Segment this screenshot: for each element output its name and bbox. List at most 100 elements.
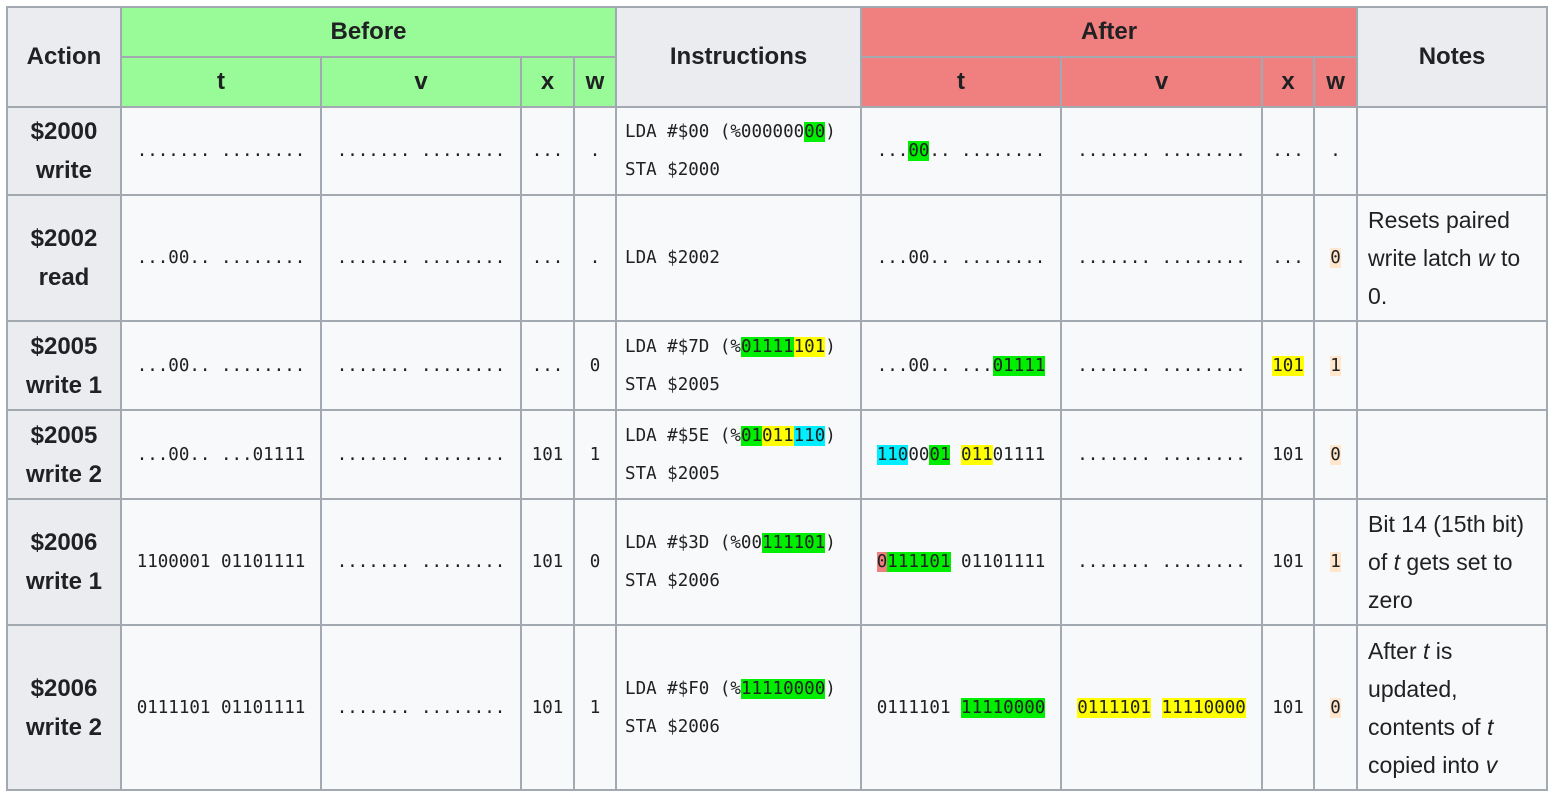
instructions-cell: LDA #$00 (%00000000) STA $2000 xyxy=(615,106,863,196)
highlighted-bits: 111101 xyxy=(887,552,951,572)
instruction-line: STA $2006 xyxy=(625,708,860,746)
text-segment: 101 xyxy=(531,552,564,572)
variable-name: t xyxy=(1423,637,1430,664)
after-w-cell: 0 xyxy=(1313,624,1359,791)
after-v-cell: ....... ........ xyxy=(1060,194,1264,322)
text-segment: LDA #$3D (%00 xyxy=(625,533,762,553)
action-label: write 2 xyxy=(25,713,103,741)
highlighted-bits: 01111 xyxy=(740,336,794,357)
before-x-cell: 101 xyxy=(520,498,575,626)
highlighted-bits: 011 xyxy=(961,444,993,465)
text-segment: ... xyxy=(1272,248,1304,268)
highlighted-bits: 01111 xyxy=(992,355,1046,376)
after-x-cell: 101 xyxy=(1261,320,1316,411)
after-t-cell: ...00.. ........ xyxy=(860,194,1063,322)
text-segment: 01111 xyxy=(992,444,1046,465)
header-after-x: x xyxy=(1261,56,1316,108)
text-segment: 1 xyxy=(589,697,601,718)
highlighted-bits: 0111101 xyxy=(1077,697,1151,718)
text-segment: ....... ........ xyxy=(336,248,506,268)
text-segment: to 0. xyxy=(1368,245,1521,309)
before-w-cell: 0 xyxy=(572,320,618,411)
instructions-cell: LDA #$3D (%00111101) STA $2006 xyxy=(615,498,863,626)
before-w-cell: . xyxy=(572,194,618,322)
text-segment: ....... ........ xyxy=(336,141,506,161)
text-segment: ...00.. ... xyxy=(876,355,993,376)
before-v-cell: ....... ........ xyxy=(320,409,522,500)
after-x-cell: 101 xyxy=(1261,498,1316,626)
text-segment: 101 xyxy=(531,697,564,718)
after-t-cell: ...00.. ...01111 xyxy=(860,320,1063,411)
before-w-cell: 1 xyxy=(572,624,618,791)
table-row: $2006 write 1 1100001 01101111 ....... ....… xyxy=(6,498,1549,626)
header-before-w: w xyxy=(572,56,618,108)
after-t-cell: 0111101 01101111 xyxy=(860,498,1063,626)
variable-name: t xyxy=(1486,713,1494,740)
after-w-cell: 0 xyxy=(1313,409,1359,500)
highlighted-bits: 01 xyxy=(740,425,763,446)
action-cell: $2006 write 1 xyxy=(6,498,122,626)
action-cell: $2005 write 1 xyxy=(6,320,122,411)
instruction-line: STA $2005 xyxy=(625,366,860,404)
table-row: $2005 write 2 ...00.. ...01111 ....... ....… xyxy=(6,409,1549,500)
text-segment: ... xyxy=(531,248,564,268)
action-label: $2000 xyxy=(30,118,98,145)
text-segment: STA $2005 xyxy=(625,374,720,395)
text-segment: LDA #$5E (% xyxy=(625,425,741,446)
text-segment: 101 xyxy=(1272,444,1304,465)
before-v-cell: ....... ........ xyxy=(320,194,522,322)
text-segment: 0111101 01101111 xyxy=(136,697,306,718)
text-segment: is updated, contents of xyxy=(1368,637,1487,740)
action-cell: $2005 write 2 xyxy=(6,409,122,500)
action-label: write 1 xyxy=(25,371,103,399)
text-segment: ....... ........ xyxy=(1077,444,1246,465)
text-segment: ...00.. ........ xyxy=(136,355,306,376)
text-segment: copied into xyxy=(1368,751,1486,778)
action-label: $2006 xyxy=(30,529,98,556)
instructions-cell: LDA #$7D (%01111101) STA $2005 xyxy=(615,320,863,411)
highlighted-bits: 011 xyxy=(762,425,794,446)
text-segment xyxy=(1151,698,1162,718)
header-after-w: w xyxy=(1313,56,1359,108)
text-segment: 1100001 01101111 xyxy=(136,552,306,572)
header-before: Before xyxy=(119,6,618,58)
after-v-cell: ....... ........ xyxy=(1060,409,1264,500)
text-segment: ....... ........ xyxy=(1077,248,1246,268)
instruction-line: LDA #$5E (%01011110) xyxy=(625,417,860,455)
text-segment: ... xyxy=(531,141,564,161)
header-after-v: v xyxy=(1060,56,1264,108)
before-x-cell: 101 xyxy=(520,409,575,500)
before-v-cell: ....... ........ xyxy=(320,498,522,626)
action-label: write xyxy=(35,157,92,184)
text-segment: . xyxy=(589,141,601,161)
after-w-cell: . xyxy=(1313,106,1359,196)
text-segment: 0 xyxy=(589,552,601,572)
after-v-cell: ....... ........ xyxy=(1060,498,1264,626)
text-segment: STA $2006 xyxy=(625,716,720,737)
text-segment: ...00.. ........ xyxy=(136,248,306,268)
action-cell: $2000 write xyxy=(6,106,122,196)
text-segment: Bit 14 (15th bit) of xyxy=(1368,511,1525,575)
action-label: $2002 xyxy=(30,225,98,252)
text-segment: 1 xyxy=(589,444,601,465)
instruction-line: STA $2000 xyxy=(625,151,860,189)
highlighted-bits: 0 xyxy=(1330,444,1341,465)
text-segment: ) xyxy=(825,533,836,553)
variable-name: v xyxy=(1485,751,1498,778)
text-segment: 101 xyxy=(1272,697,1304,718)
text-segment: 01101111 xyxy=(950,552,1046,572)
header-notes: Notes xyxy=(1356,6,1549,108)
highlighted-bits: 110 xyxy=(793,425,826,446)
after-v-cell: ....... ........ xyxy=(1060,106,1264,196)
highlighted-bits: 00 xyxy=(908,141,930,161)
text-segment: ) xyxy=(825,678,836,699)
before-x-cell: 101 xyxy=(520,624,575,791)
after-x-cell: 101 xyxy=(1261,409,1316,500)
instruction-line: STA $2005 xyxy=(625,455,860,493)
text-segment: .. ........ xyxy=(929,141,1046,161)
instruction-line: LDA #$00 (%00000000) xyxy=(625,113,860,151)
before-v-cell: ....... ........ xyxy=(320,106,522,196)
text-segment: STA $2000 xyxy=(625,160,720,180)
instructions-cell: LDA #$F0 (%11110000) STA $2006 xyxy=(615,624,863,791)
instruction-line: LDA $2002 xyxy=(625,239,860,277)
